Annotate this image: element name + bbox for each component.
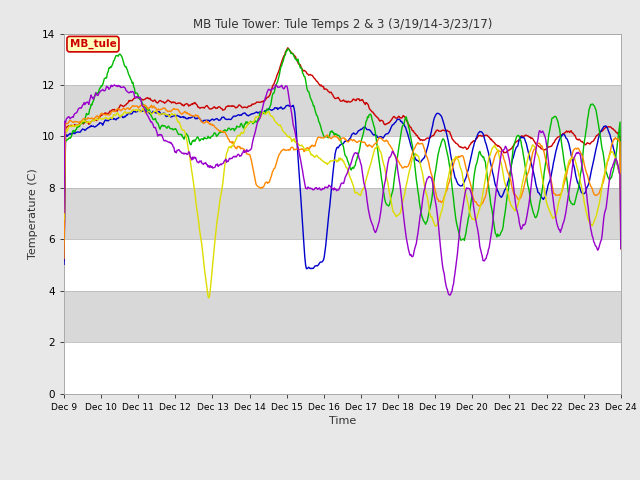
Bar — [64, 291, 621, 342]
Title: MB Tule Tower: Tule Temps 2 & 3 (3/19/14-3/23/17): MB Tule Tower: Tule Temps 2 & 3 (3/19/14… — [193, 18, 492, 31]
Bar — [64, 188, 621, 240]
Legend: Tul2_Ts-8, Tul2_Ts0, Tul2_Tw+10, Tul3_Ts-8, Tul3_Ts0, Tul3_Tw+10: Tul2_Ts-8, Tul2_Ts0, Tul2_Tw+10, Tul3_Ts… — [120, 478, 565, 480]
Text: MB_tule: MB_tule — [70, 39, 116, 49]
Bar — [64, 85, 621, 136]
Y-axis label: Temperature (C): Temperature (C) — [28, 168, 38, 259]
X-axis label: Time: Time — [329, 416, 356, 426]
